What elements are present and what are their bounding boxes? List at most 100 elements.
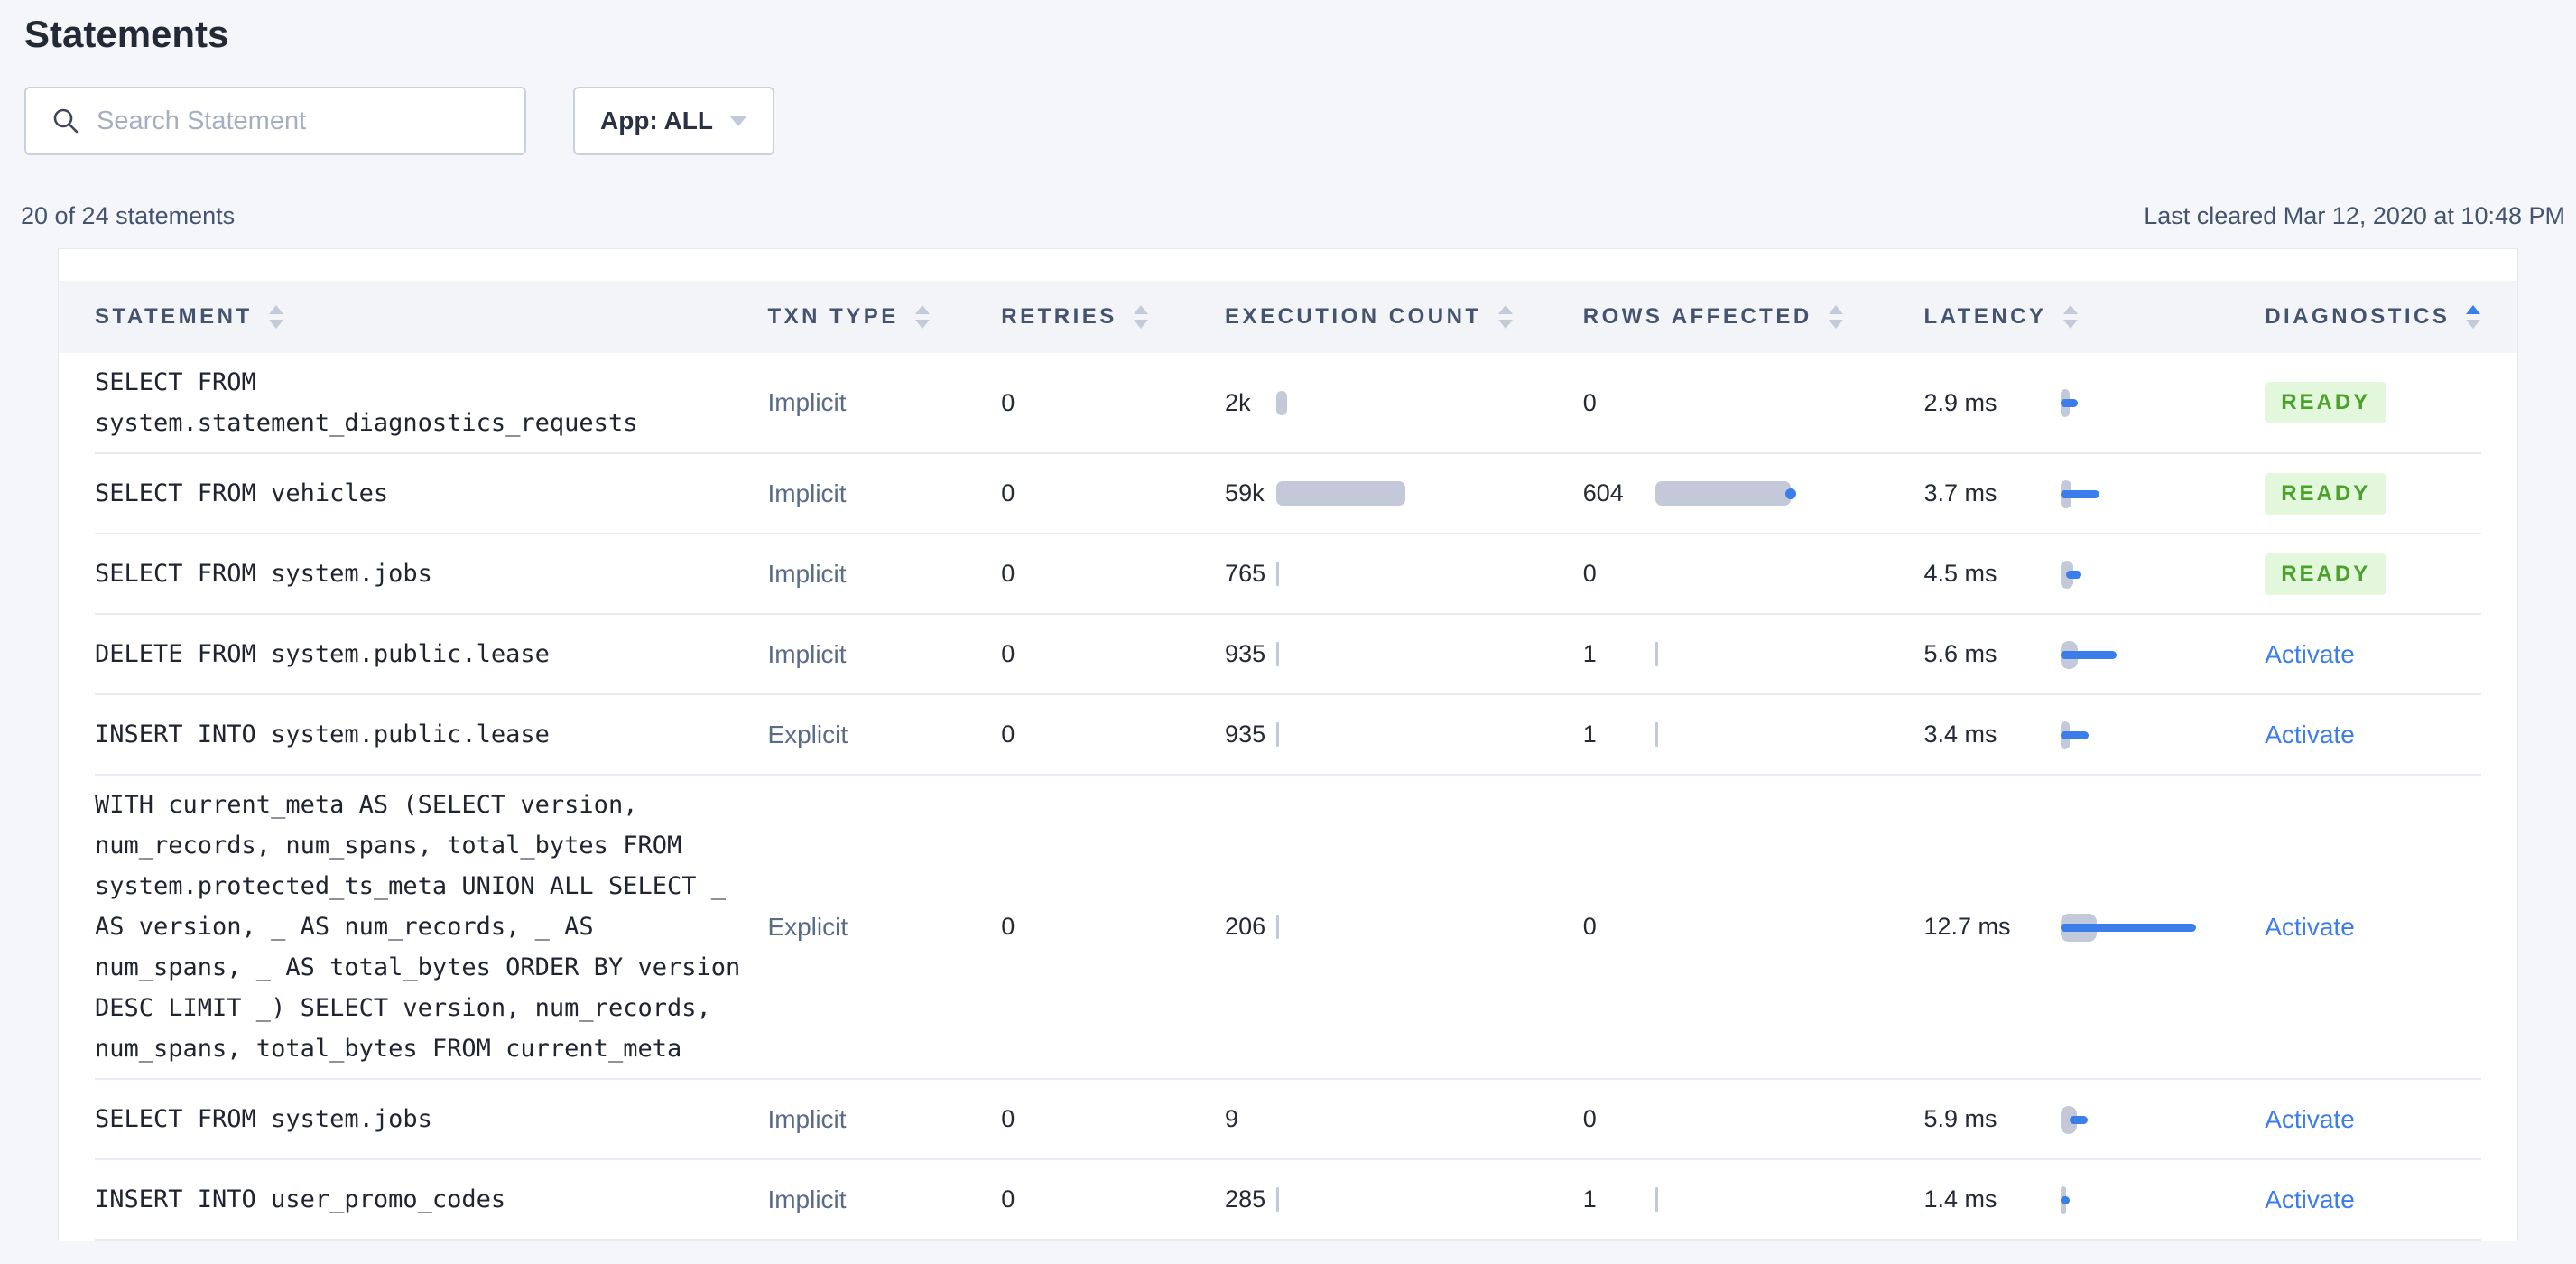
execution-count-value: 765: [1225, 560, 1266, 587]
rows-affected-bar: [1654, 722, 1658, 747]
diagnostics-activate-link[interactable]: Activate: [2265, 720, 2355, 748]
latency-bar-mean: [2061, 489, 2100, 498]
latency-value: 4.5 ms: [1923, 560, 1997, 587]
execution-count-value: 59k: [1225, 479, 1265, 507]
execution-count-bar: [1276, 390, 1288, 415]
execution-count-bar: [1276, 562, 1280, 586]
latency-bar: [2061, 638, 2265, 671]
retries-value: 0: [1001, 913, 1015, 940]
retries-value: 0: [1001, 720, 1015, 748]
execution-count-value: 935: [1225, 640, 1266, 667]
rows-affected-value: 0: [1582, 1105, 1597, 1132]
execution-count-bar: [1276, 1187, 1280, 1212]
txn-type-value: Implicit: [767, 1185, 847, 1213]
table-row: INSERT INTO user_promo_codes Implicit 0 …: [95, 1160, 2481, 1241]
statement-link[interactable]: SELECT FROM system.statement_diagnostics…: [95, 368, 638, 437]
app-filter-label: App: ALL: [600, 107, 713, 135]
latency-bar: [2061, 719, 2265, 751]
diagnostics-activate-link[interactable]: Activate: [2265, 1185, 2355, 1213]
statements-table-card: STATEMENT TXN TYPE RETRIES EXECUTION COU…: [58, 248, 2518, 1241]
execution-count-value: 206: [1225, 913, 1266, 940]
latency-value: 2.9 ms: [1923, 388, 1997, 416]
retries-value: 0: [1001, 1185, 1015, 1213]
latency-value: 12.7 ms: [1923, 913, 2011, 940]
diagnostics-ready-badge[interactable]: READY: [2265, 472, 2387, 515]
latency-bar: [2061, 1103, 2265, 1136]
column-header-statement[interactable]: STATEMENT: [95, 304, 767, 330]
latency-bar-mean: [2061, 923, 2197, 932]
sort-arrows-icon[interactable]: [914, 305, 930, 329]
sort-arrows-icon[interactable]: [1133, 305, 1148, 329]
statement-link[interactable]: SELECT FROM system.jobs: [95, 560, 432, 588]
search-icon: [53, 108, 79, 134]
execution-count-bar: [1276, 481, 1406, 506]
txn-type-value: Implicit: [767, 559, 847, 588]
txn-type-value: Explicit: [767, 912, 848, 941]
column-header-retries[interactable]: RETRIES: [1001, 304, 1225, 330]
latency-value: 5.6 ms: [1923, 640, 1997, 667]
statement-link[interactable]: DELETE FROM system.public.lease: [95, 640, 550, 668]
table-row: DELETE FROM system.public.lease Implicit…: [95, 615, 2481, 695]
statement-link[interactable]: INSERT INTO user_promo_codes: [95, 1185, 506, 1213]
txn-type-value: Implicit: [767, 479, 847, 507]
sort-arrows-icon[interactable]: [1828, 305, 1843, 329]
table-header-row: STATEMENT TXN TYPE RETRIES EXECUTION COU…: [59, 281, 2517, 353]
latency-bar-mean: [2070, 1115, 2089, 1124]
retries-value: 0: [1001, 479, 1015, 507]
txn-type-value: Implicit: [767, 1104, 847, 1133]
column-header-rows-affected[interactable]: ROWS AFFECTED: [1583, 304, 1924, 330]
statement-link[interactable]: WITH current_meta AS (SELECT version, nu…: [95, 791, 741, 1063]
execution-count-bar: [1276, 915, 1280, 939]
latency-bar: [2061, 911, 2265, 943]
rows-affected-bar: [1654, 1187, 1658, 1212]
diagnostics-ready-badge[interactable]: READY: [2265, 553, 2387, 595]
rows-affected-value: 0: [1582, 560, 1597, 587]
chevron-down-icon: [728, 116, 747, 126]
retries-value: 0: [1001, 560, 1015, 587]
retries-value: 0: [1001, 1105, 1015, 1132]
latency-value: 5.9 ms: [1923, 1105, 1997, 1132]
sort-arrows-icon[interactable]: [2062, 305, 2078, 329]
latency-bar-mean: [2061, 399, 2079, 407]
txn-type-value: Implicit: [767, 388, 847, 416]
diagnostics-ready-badge[interactable]: READY: [2265, 382, 2387, 423]
app-filter-dropdown[interactable]: App: ALL: [573, 87, 774, 155]
sort-arrows-icon[interactable]: [2466, 305, 2481, 329]
statement-count: 20 of 24 statements: [21, 202, 236, 229]
rows-affected-bar: [1654, 642, 1658, 666]
latency-bar: [2061, 386, 2265, 419]
latency-value: 3.7 ms: [1923, 479, 1997, 507]
last-cleared-text: Last cleared Mar 12, 2020 at 10:48 PM: [2144, 202, 2565, 229]
statement-link[interactable]: SELECT FROM system.jobs: [95, 1105, 432, 1133]
search-box[interactable]: [24, 87, 526, 155]
column-header-txn-type[interactable]: TXN TYPE: [767, 304, 1001, 330]
execution-count-bar: [1276, 642, 1280, 666]
sort-arrows-icon[interactable]: [1497, 305, 1513, 329]
table-row: SELECT FROM system.jobs Implicit 0 765 0…: [95, 534, 2481, 615]
sort-arrows-icon[interactable]: [268, 305, 283, 329]
execution-count-value: 9: [1225, 1105, 1239, 1132]
latency-bar-mean: [2061, 650, 2117, 659]
statement-link[interactable]: SELECT FROM vehicles: [95, 479, 389, 507]
rows-affected-value: 1: [1582, 1185, 1597, 1213]
rows-affected-bar: [1654, 481, 1791, 506]
execution-count-value: 285: [1225, 1185, 1266, 1213]
latency-bar: [2061, 558, 2265, 590]
latency-value: 3.4 ms: [1923, 720, 1997, 748]
column-header-latency[interactable]: LATENCY: [1923, 304, 2265, 330]
diagnostics-activate-link[interactable]: Activate: [2265, 1104, 2355, 1133]
column-header-execution-count[interactable]: EXECUTION COUNT: [1225, 304, 1583, 330]
column-header-diagnostics[interactable]: DIAGNOSTICS: [2265, 304, 2481, 330]
table-row: INSERT INTO system.public.lease Explicit…: [95, 695, 2481, 776]
search-input[interactable]: [95, 105, 506, 137]
statement-link[interactable]: INSERT INTO system.public.lease: [95, 720, 550, 748]
diagnostics-activate-link[interactable]: Activate: [2265, 912, 2355, 941]
txn-type-value: Explicit: [767, 720, 848, 748]
rows-affected-value: 0: [1582, 913, 1597, 940]
rows-affected-value: 604: [1582, 479, 1624, 507]
latency-bar-mean: [2061, 1195, 2071, 1204]
rows-affected-value: 0: [1582, 388, 1597, 416]
diagnostics-activate-link[interactable]: Activate: [2265, 639, 2355, 668]
table-row: SELECT FROM system.jobs Implicit 0 9 0 5…: [95, 1080, 2481, 1160]
table-row: WITH current_meta AS (SELECT version, nu…: [95, 776, 2481, 1080]
